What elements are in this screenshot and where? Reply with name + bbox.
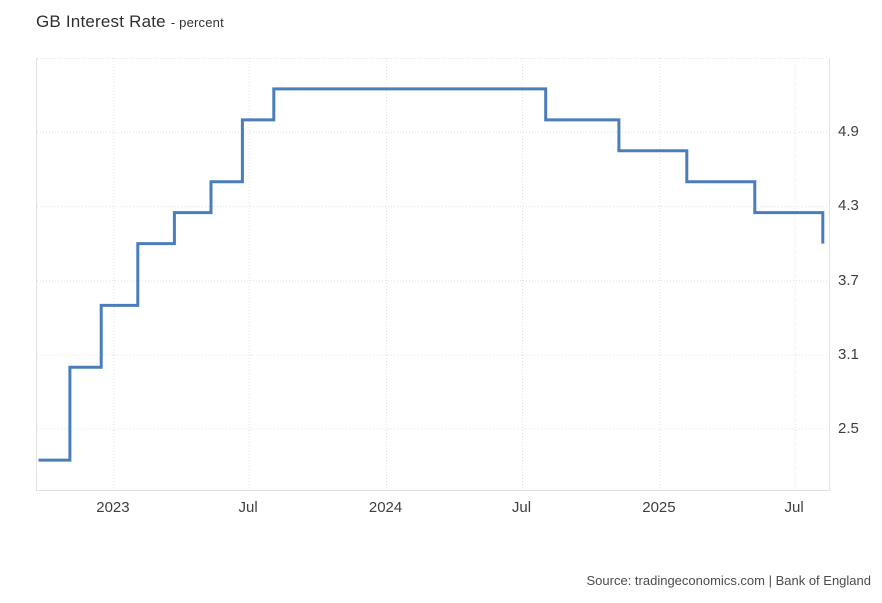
chart-title: GB Interest Rate - percent [36,12,224,32]
x-tick-label: 2023 [96,499,130,516]
x-tick-label: Jul [238,499,258,516]
step-line-chart[interactable] [37,58,831,491]
chart-title-unit: - percent [170,15,224,30]
x-tick-label: Jul [784,499,804,516]
y-tick-label: 3.1 [838,345,859,363]
plot-area[interactable] [36,58,831,491]
y-tick-label: 4.3 [838,197,859,215]
y-tick-label: 3.7 [838,271,859,289]
x-tick-label: 2024 [368,499,403,516]
source-attribution: Source: tradingeconomics.com | Bank of E… [586,573,871,588]
y-tick-label: 4.9 [838,123,859,141]
x-tick-label: Jul [511,499,532,516]
y-tick-label: 2.5 [838,420,859,438]
x-tick-label: 2025 [642,499,676,516]
chart-title-text: GB Interest Rate [36,12,166,31]
